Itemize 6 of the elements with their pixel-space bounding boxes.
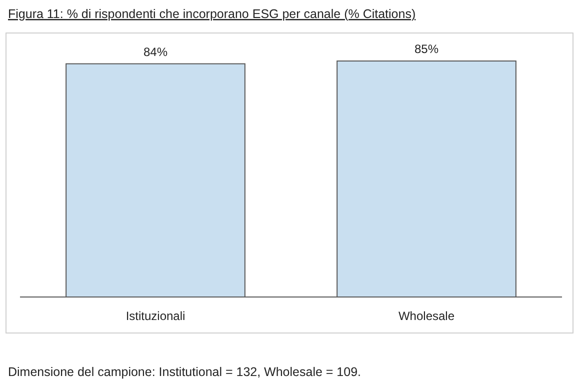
data-label: 84% bbox=[143, 44, 168, 59]
data-label: 85% bbox=[414, 42, 439, 56]
x-tick-label: Wholesale bbox=[398, 309, 455, 323]
chart-title: Figura 11: % di rispondenti che incorporano ESG per canale (% Citations) bbox=[8, 7, 416, 21]
x-tick-label: Istituzionali bbox=[126, 309, 186, 323]
text: Dimensione del campione: Institutional = 132, Wholesale = 109. bbox=[8, 365, 361, 379]
